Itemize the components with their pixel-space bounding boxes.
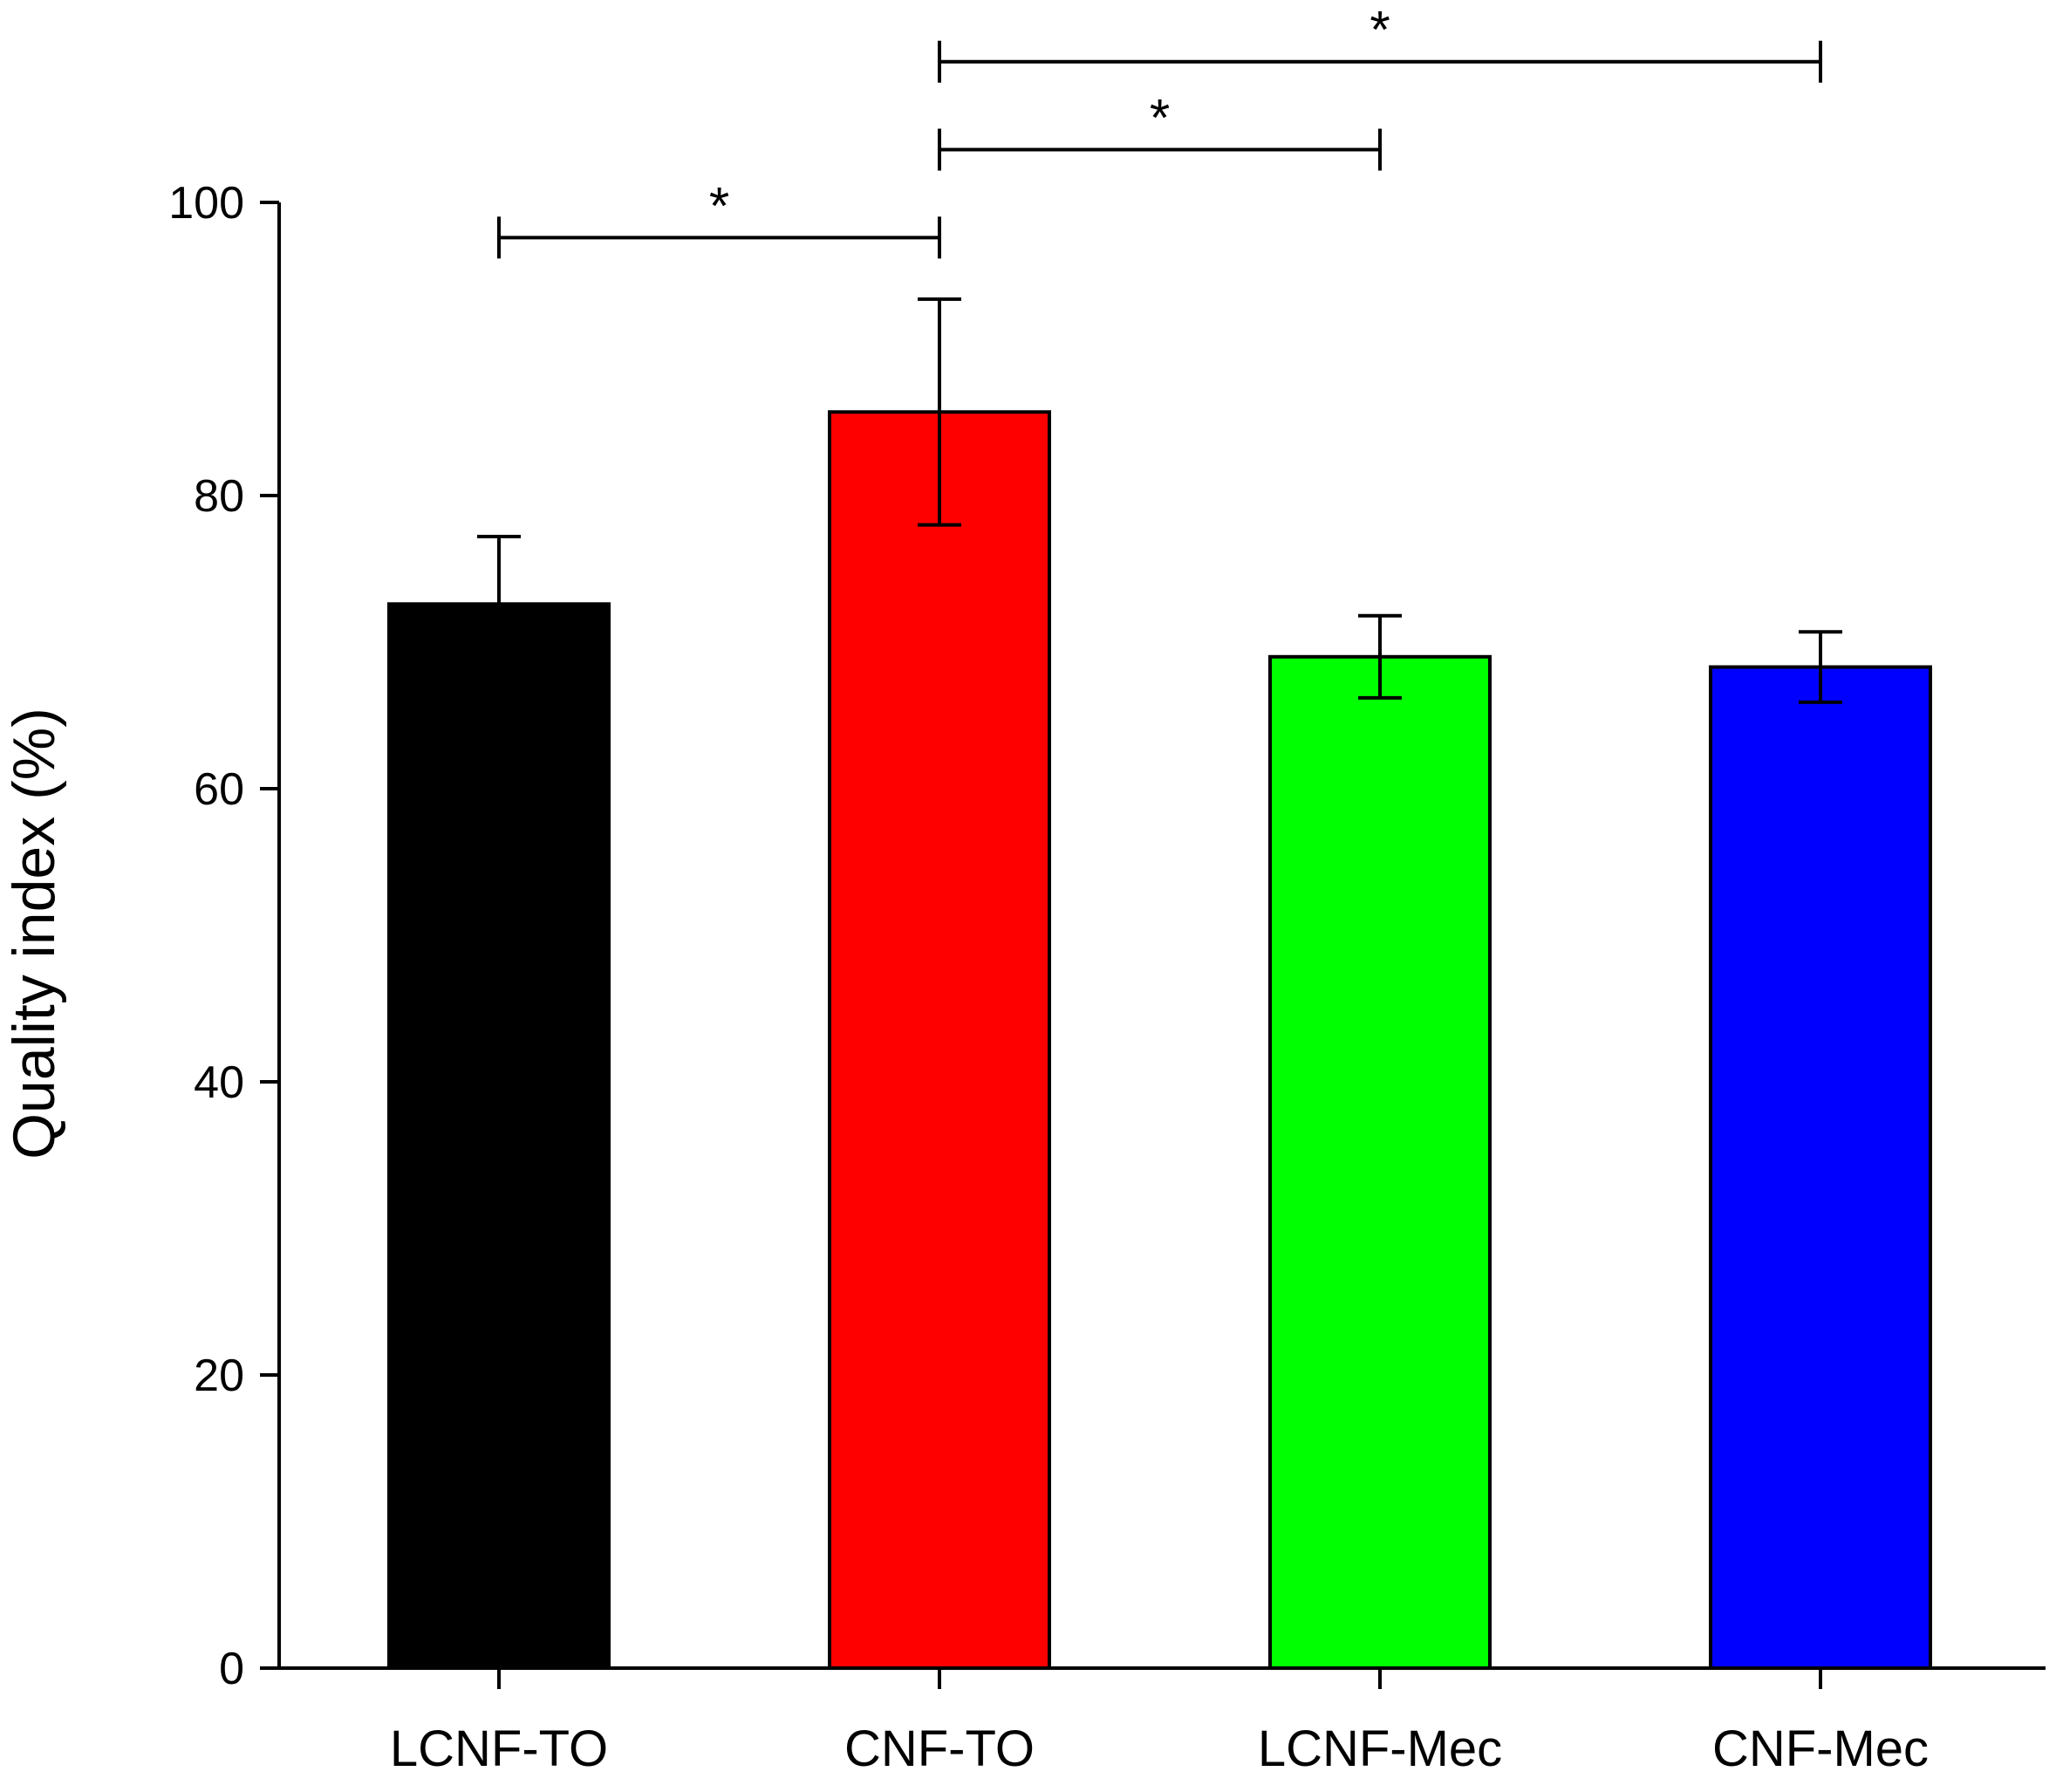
bar-cnf-mec [1709,665,1932,1670]
y-tick-label: 80 [194,471,244,522]
x-tick-label: CNF-Mec [1712,1720,1929,1777]
error-bars [477,297,1842,704]
significance-brackets: * * * [497,1,1822,259]
bar-lcnf-mec [1268,654,1492,1670]
x-tick-label: LCNF-TO [390,1720,608,1777]
y-tick-label: 0 [219,1644,244,1694]
significance-star: * [1150,89,1170,147]
y-axis-title: Quality index (%) [1,708,67,1159]
x-tick-label: CNF-TO [844,1720,1035,1777]
x-tick-label: LCNF-Mec [1258,1720,1502,1777]
bars [387,410,1932,1671]
bar-cnf-to [828,410,1051,1670]
significance-star: * [709,176,729,235]
y-tick-label: 100 [168,178,244,229]
labels: 0 20 40 60 80 100 LCNF-TO CNF-TO LCNF-Mec CNF-Mec [168,178,1929,1777]
significance-star: * [1370,1,1390,59]
y-tick-label: 40 [194,1057,244,1108]
y-tick-label: 20 [194,1351,244,1401]
y-tick-label: 60 [194,764,244,815]
bar-lcnf-to [387,602,611,1671]
